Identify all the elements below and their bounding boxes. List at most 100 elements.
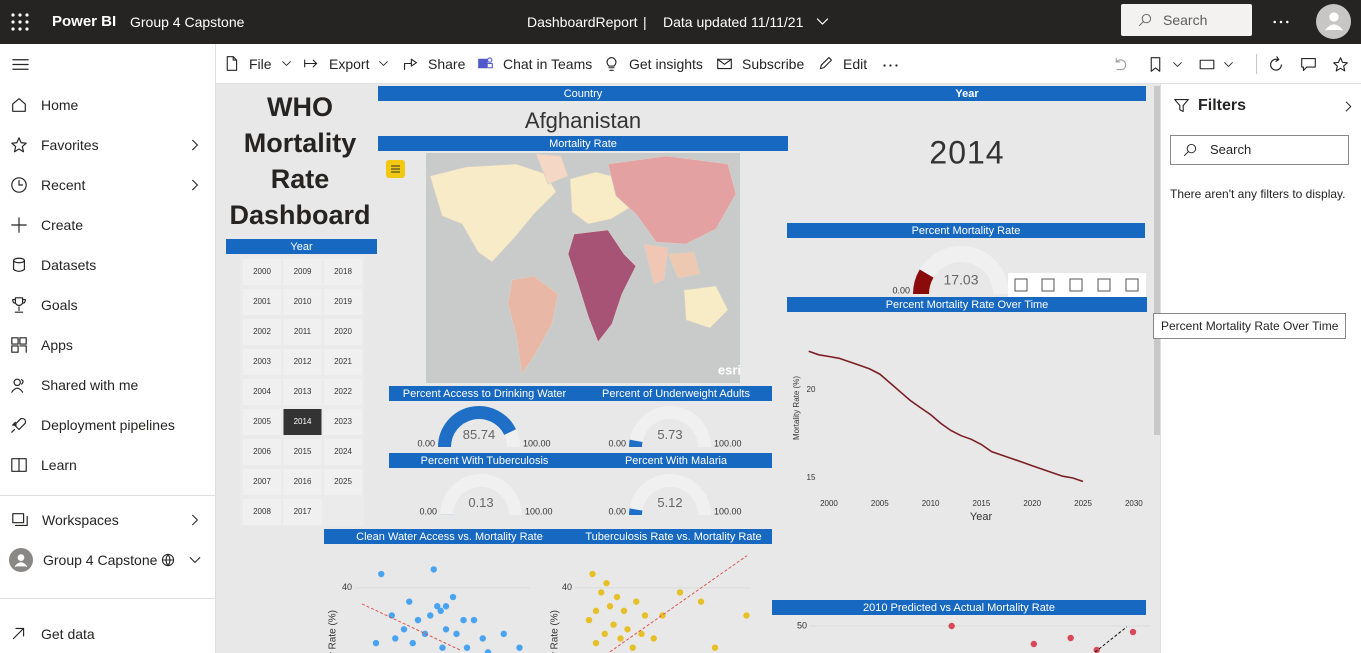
year-option[interactable] [283, 409, 322, 435]
visual-header-text: Percent Mortality Rate [912, 225, 1021, 237]
nav-item[interactable]: Datasets [0, 247, 215, 283]
year-option[interactable] [243, 499, 281, 525]
year-option[interactable] [324, 319, 362, 345]
scatter-point [650, 635, 657, 642]
visual-header [580, 386, 772, 401]
filters-pane: Filters Search There aren't any filters to… [1160, 84, 1361, 653]
icon-shape [189, 557, 201, 563]
nav-item[interactable]: Get data [0, 616, 215, 652]
scatter-point [427, 612, 434, 619]
year-option[interactable] [283, 469, 322, 495]
icon-shape [379, 61, 388, 66]
icon [1199, 59, 1215, 70]
icon-shape [19, 345, 27, 353]
icon [1183, 143, 1197, 157]
year-option[interactable] [324, 289, 362, 315]
app-name[interactable]: Power BI [52, 13, 117, 30]
nav-item[interactable]: Favorites [0, 127, 215, 163]
nav-item[interactable]: Deployment pipelines [0, 407, 215, 443]
nav-item[interactable]: Recent [0, 167, 215, 203]
nav-item[interactable]: Group 4 Capstone [0, 542, 215, 578]
icon [13, 257, 25, 272]
icon-shape [1275, 56, 1280, 62]
icon-shape [12, 627, 25, 640]
icon [304, 59, 318, 68]
icon [11, 337, 27, 353]
icon-shape [1270, 56, 1282, 71]
year-option[interactable] [283, 379, 322, 405]
year-option[interactable] [243, 259, 281, 285]
scatter-point [400, 626, 408, 633]
year-option[interactable] [324, 379, 362, 405]
nav-item[interactable]: Workspaces [0, 502, 215, 538]
scatter-point [372, 639, 380, 647]
nav-item[interactable]: Goals [0, 287, 215, 323]
icon-shape [25, 20, 29, 24]
icon-shape [11, 337, 19, 345]
year-option-label: 2008 [253, 507, 271, 516]
account-avatar[interactable] [1316, 4, 1351, 39]
icon-shape [1273, 20, 1276, 24]
workspace-name[interactable]: Group 4 Capstone [130, 14, 245, 30]
gauge-max: 100.00 [525, 506, 553, 516]
map-logo: esri [718, 362, 741, 377]
y-axis-title: Mortality Rate (%) [328, 610, 339, 653]
year-option[interactable] [283, 319, 322, 345]
year-option[interactable] [324, 439, 362, 465]
year-option[interactable] [243, 319, 281, 345]
nav-label: Apps [41, 337, 73, 353]
year-option[interactable] [324, 469, 362, 495]
year-option[interactable] [283, 259, 322, 285]
year-option[interactable] [243, 349, 281, 375]
filters-search[interactable]: Search [1170, 135, 1349, 165]
scatter-point [613, 593, 621, 601]
year-option[interactable] [283, 499, 322, 525]
year-option[interactable] [283, 439, 322, 465]
scatter-point [406, 598, 413, 605]
nav-item[interactable]: Apps [0, 327, 215, 363]
gauge-track [629, 406, 711, 448]
nav-item[interactable]: Shared with me [0, 367, 215, 403]
year-option[interactable] [324, 349, 362, 375]
icon-shape [304, 59, 318, 68]
year-option[interactable] [243, 409, 281, 435]
scatter-point [439, 644, 446, 651]
icon-shape [192, 139, 198, 151]
toolbar-label: Edit [843, 56, 868, 72]
year-option[interactable] [243, 289, 281, 315]
nav-item[interactable]: Learn [0, 447, 215, 483]
icon-shape [379, 61, 388, 66]
icon-shape [717, 58, 732, 65]
scatter-point [585, 616, 593, 624]
toolbar-label: Get insights [629, 56, 703, 72]
visual-header [389, 453, 580, 468]
nav-item[interactable]: Create [0, 207, 215, 243]
icon-shape [18, 27, 22, 31]
year-option[interactable] [243, 439, 281, 465]
report-name[interactable]: DashboardReport [527, 14, 638, 30]
icon-shape [13, 257, 25, 264]
gauge-value: 85.74 [463, 427, 496, 442]
year-option[interactable] [243, 379, 281, 405]
year-option-label: 2018 [334, 267, 352, 276]
year-option[interactable] [283, 289, 322, 315]
icon-shape [11, 217, 27, 233]
left-nav: Home Favorites Recent Create Datasets Goals Ap… [0, 44, 216, 653]
scatter-point [434, 603, 441, 610]
year-option[interactable] [324, 259, 362, 285]
icon [1069, 278, 1083, 292]
icon [282, 61, 291, 66]
visual-header [580, 453, 772, 468]
icon [11, 217, 27, 233]
year-option[interactable] [283, 349, 322, 375]
year-option[interactable] [243, 469, 281, 495]
icon-shape [819, 56, 833, 70]
icon [12, 59, 29, 70]
year-option[interactable] [324, 409, 362, 435]
search-box[interactable]: Search [1121, 4, 1252, 36]
icon-shape [161, 553, 175, 567]
icon [1270, 56, 1282, 71]
icon [1345, 101, 1352, 112]
data-updated[interactable]: Data updated 11/11/21 [663, 14, 804, 30]
nav-item[interactable]: Home [0, 87, 215, 123]
